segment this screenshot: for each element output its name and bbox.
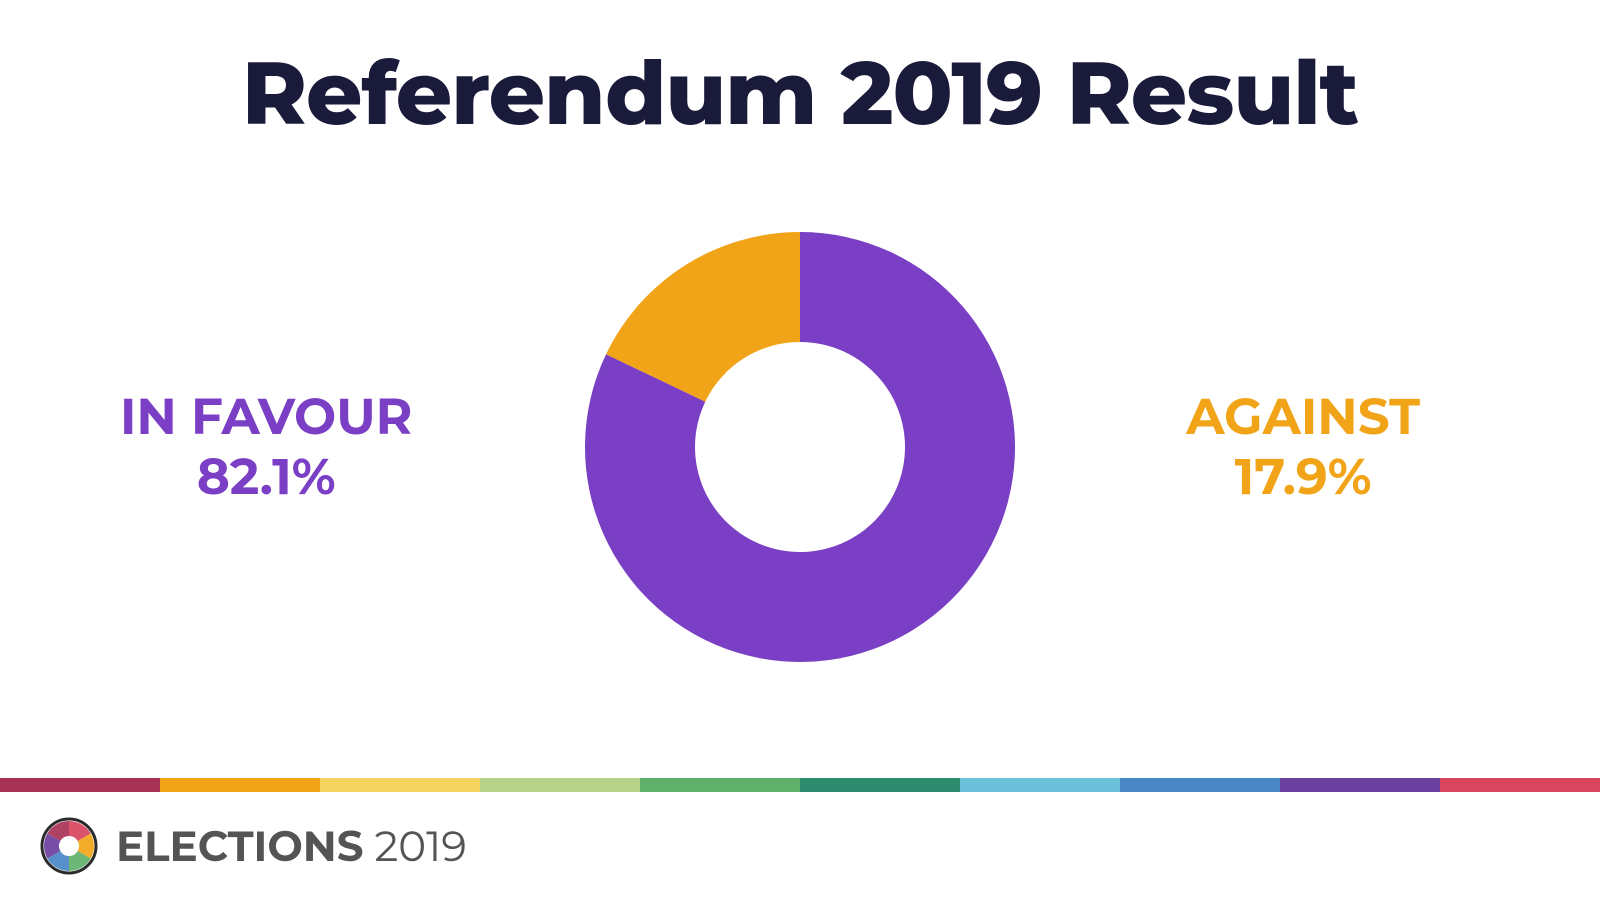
chart-area: IN FAVOUR 82.1% AGAINST 17.9% (0, 167, 1600, 727)
in-favour-value: 82.1% (120, 447, 412, 507)
footer-brand-bold: ELECTIONS (116, 820, 364, 872)
stripe-segment (160, 778, 320, 792)
stripe-segment (1440, 778, 1600, 792)
infographic-container: Referendum 2019 Result IN FAVOUR 82.1% A… (0, 0, 1600, 900)
footer: ELECTIONS 2019 (0, 792, 1600, 900)
in-favour-text: IN FAVOUR (120, 387, 412, 447)
stripe-segment (640, 778, 800, 792)
stripe-segment (480, 778, 640, 792)
donut-chart (585, 232, 1015, 662)
in-favour-label: IN FAVOUR 82.1% (120, 387, 412, 507)
stripe-segment (1120, 778, 1280, 792)
stripe-segment (0, 778, 160, 792)
page-title: Referendum 2019 Result (0, 0, 1600, 147)
stripe-segment (800, 778, 960, 792)
against-text: AGAINST (1186, 387, 1420, 447)
elections-logo-icon (40, 817, 98, 875)
color-stripe (0, 778, 1600, 792)
against-value: 17.9% (1186, 447, 1420, 507)
stripe-segment (320, 778, 480, 792)
stripe-segment (960, 778, 1120, 792)
stripe-segment (1280, 778, 1440, 792)
footer-brand: ELECTIONS 2019 (116, 820, 467, 872)
against-label: AGAINST 17.9% (1186, 387, 1420, 507)
footer-brand-light: 2019 (364, 820, 467, 872)
